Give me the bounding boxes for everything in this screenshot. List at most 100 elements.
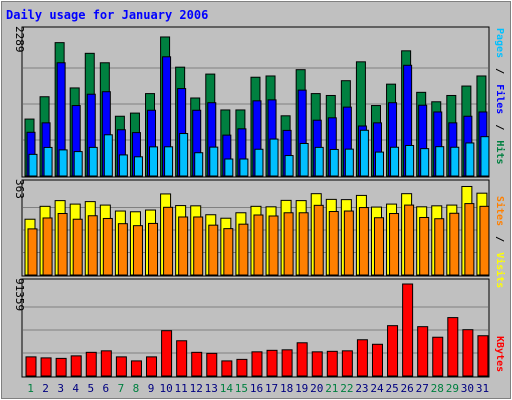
bar-sites-day-26 [404, 204, 415, 276]
legend-sep-2: / [494, 124, 505, 130]
bar-pages-day-28 [435, 146, 445, 177]
bar-kbytes-day-4 [70, 355, 82, 377]
bar-kbytes-day-9 [146, 356, 158, 377]
bar-pages-day-24 [374, 151, 384, 177]
x-tick-label: 20 [310, 382, 323, 395]
x-tick-label: 26 [401, 382, 414, 395]
x-tick-label: 23 [355, 382, 368, 395]
panel-top: 2289 Pages / Files / Hits [13, 26, 506, 178]
bar-pages-day-23 [359, 129, 369, 177]
x-tick-label: 21 [325, 382, 338, 395]
bar-sites-day-17 [268, 215, 279, 276]
bar-pages-day-11 [179, 133, 189, 177]
bar-pages-day-14 [224, 158, 234, 177]
bar-pages-day-9 [149, 146, 159, 177]
bar-kbytes-day-20 [311, 351, 323, 377]
bar-kbytes-day-1 [25, 356, 37, 377]
x-tick-label: 16 [250, 382, 263, 395]
x-tick-label: 27 [416, 382, 429, 395]
x-axis-labels: 1 2 3 4 5 6 7 8 9 10 11 12 13 14 15 16 17 18 19 20 21 22 23 24 2… [27, 382, 489, 395]
bar-pages-day-8 [133, 156, 143, 177]
panel-middle: 363 Sites / Visits [13, 179, 506, 288]
bar-sites-day-4 [72, 218, 83, 276]
bar-kbytes-day-16 [251, 351, 263, 377]
bar-kbytes-day-23 [356, 339, 368, 377]
panel-bottom-bars [25, 283, 489, 377]
legend-kbytes: KBytes [494, 336, 505, 372]
x-tick-label: 9 [148, 382, 155, 395]
bar-kbytes-day-26 [402, 283, 414, 377]
bar-sites-day-29 [449, 212, 460, 276]
legend-sites: Sites [494, 196, 506, 226]
bar-kbytes-day-10 [161, 330, 173, 377]
bar-kbytes-day-27 [417, 326, 429, 377]
bar-kbytes-day-5 [85, 351, 97, 377]
bar-sites-day-25 [389, 213, 400, 276]
x-tick-label: 1 [27, 382, 34, 395]
x-tick-label: 14 [220, 382, 234, 395]
bar-sites-day-20 [313, 204, 324, 276]
x-tick-label: 18 [280, 382, 293, 395]
bar-sites-day-21 [328, 211, 339, 276]
bar-kbytes-day-13 [206, 352, 218, 377]
bar-pages-day-18 [284, 155, 294, 177]
bar-kbytes-day-15 [236, 358, 248, 377]
x-tick-label: 2 [42, 382, 49, 395]
legend-pages: Pages [494, 28, 505, 58]
bar-sites-day-15 [238, 223, 249, 276]
bar-sites-day-11 [178, 216, 189, 276]
bar-kbytes-day-6 [100, 350, 112, 377]
bar-pages-day-19 [299, 142, 309, 177]
x-tick-label: 29 [446, 382, 459, 395]
bar-kbytes-day-30 [462, 329, 474, 377]
panel-middle-ymax: 363 [13, 179, 26, 199]
x-tick-label: 24 [370, 382, 384, 395]
bar-pages-day-10 [164, 146, 174, 177]
bar-sites-day-18 [283, 212, 294, 276]
bar-sites-day-30 [464, 203, 475, 276]
bar-kbytes-day-29 [447, 317, 459, 377]
bar-kbytes-day-21 [326, 350, 338, 377]
bar-sites-day-3 [57, 213, 68, 276]
bar-sites-day-8 [132, 225, 143, 276]
bar-kbytes-day-18 [281, 349, 293, 377]
bar-kbytes-day-12 [191, 351, 203, 377]
bar-pages-day-4 [73, 151, 83, 177]
bar-kbytes-day-11 [176, 340, 188, 377]
legend-visits: Visits [494, 252, 506, 288]
bar-kbytes-day-31 [477, 335, 489, 377]
bar-pages-day-30 [465, 142, 475, 177]
bar-kbytes-day-17 [266, 349, 278, 377]
x-tick-label: 22 [340, 382, 353, 395]
x-tick-label: 25 [385, 382, 398, 395]
x-tick-label: 13 [205, 382, 218, 395]
bar-sites-day-24 [373, 217, 384, 276]
bar-sites-day-16 [253, 214, 264, 276]
legend-hits: Hits [494, 140, 506, 164]
legend-sep-1: / [494, 68, 505, 74]
bar-sites-day-27 [419, 216, 430, 276]
bar-pages-day-6 [103, 134, 113, 177]
bar-sites-day-14 [223, 228, 234, 276]
bar-pages-day-21 [329, 148, 339, 177]
panel-bottom-legend: KBytes [494, 336, 505, 372]
bar-kbytes-day-8 [130, 360, 142, 377]
bar-pages-day-22 [344, 148, 354, 177]
x-tick-label: 31 [476, 382, 489, 395]
legend-files: Files [494, 84, 506, 114]
x-tick-label: 30 [461, 382, 474, 395]
bar-pages-day-27 [420, 148, 430, 177]
panel-bottom-ymax: 91359 [13, 278, 26, 311]
bar-kbytes-day-24 [371, 343, 383, 377]
x-tick-label: 12 [190, 382, 203, 395]
x-tick-label: 5 [87, 382, 94, 395]
bar-sites-day-28 [434, 218, 445, 276]
bar-pages-day-17 [269, 138, 279, 177]
bar-pages-day-12 [194, 152, 204, 177]
x-tick-label: 19 [295, 382, 308, 395]
bar-pages-day-13 [209, 146, 219, 177]
bar-kbytes-day-25 [387, 325, 399, 377]
x-tick-label: 11 [175, 382, 188, 395]
panel-top-bars [24, 36, 490, 177]
